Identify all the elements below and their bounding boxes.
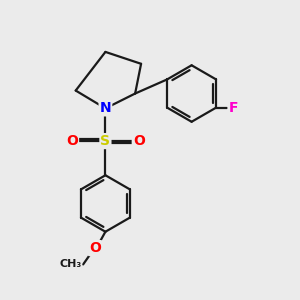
Text: F: F	[229, 100, 238, 115]
Text: CH₃: CH₃	[59, 260, 82, 269]
Text: N: N	[100, 101, 111, 116]
Text: O: O	[66, 134, 78, 148]
Text: O: O	[89, 241, 101, 255]
Text: S: S	[100, 134, 110, 148]
Text: O: O	[133, 134, 145, 148]
